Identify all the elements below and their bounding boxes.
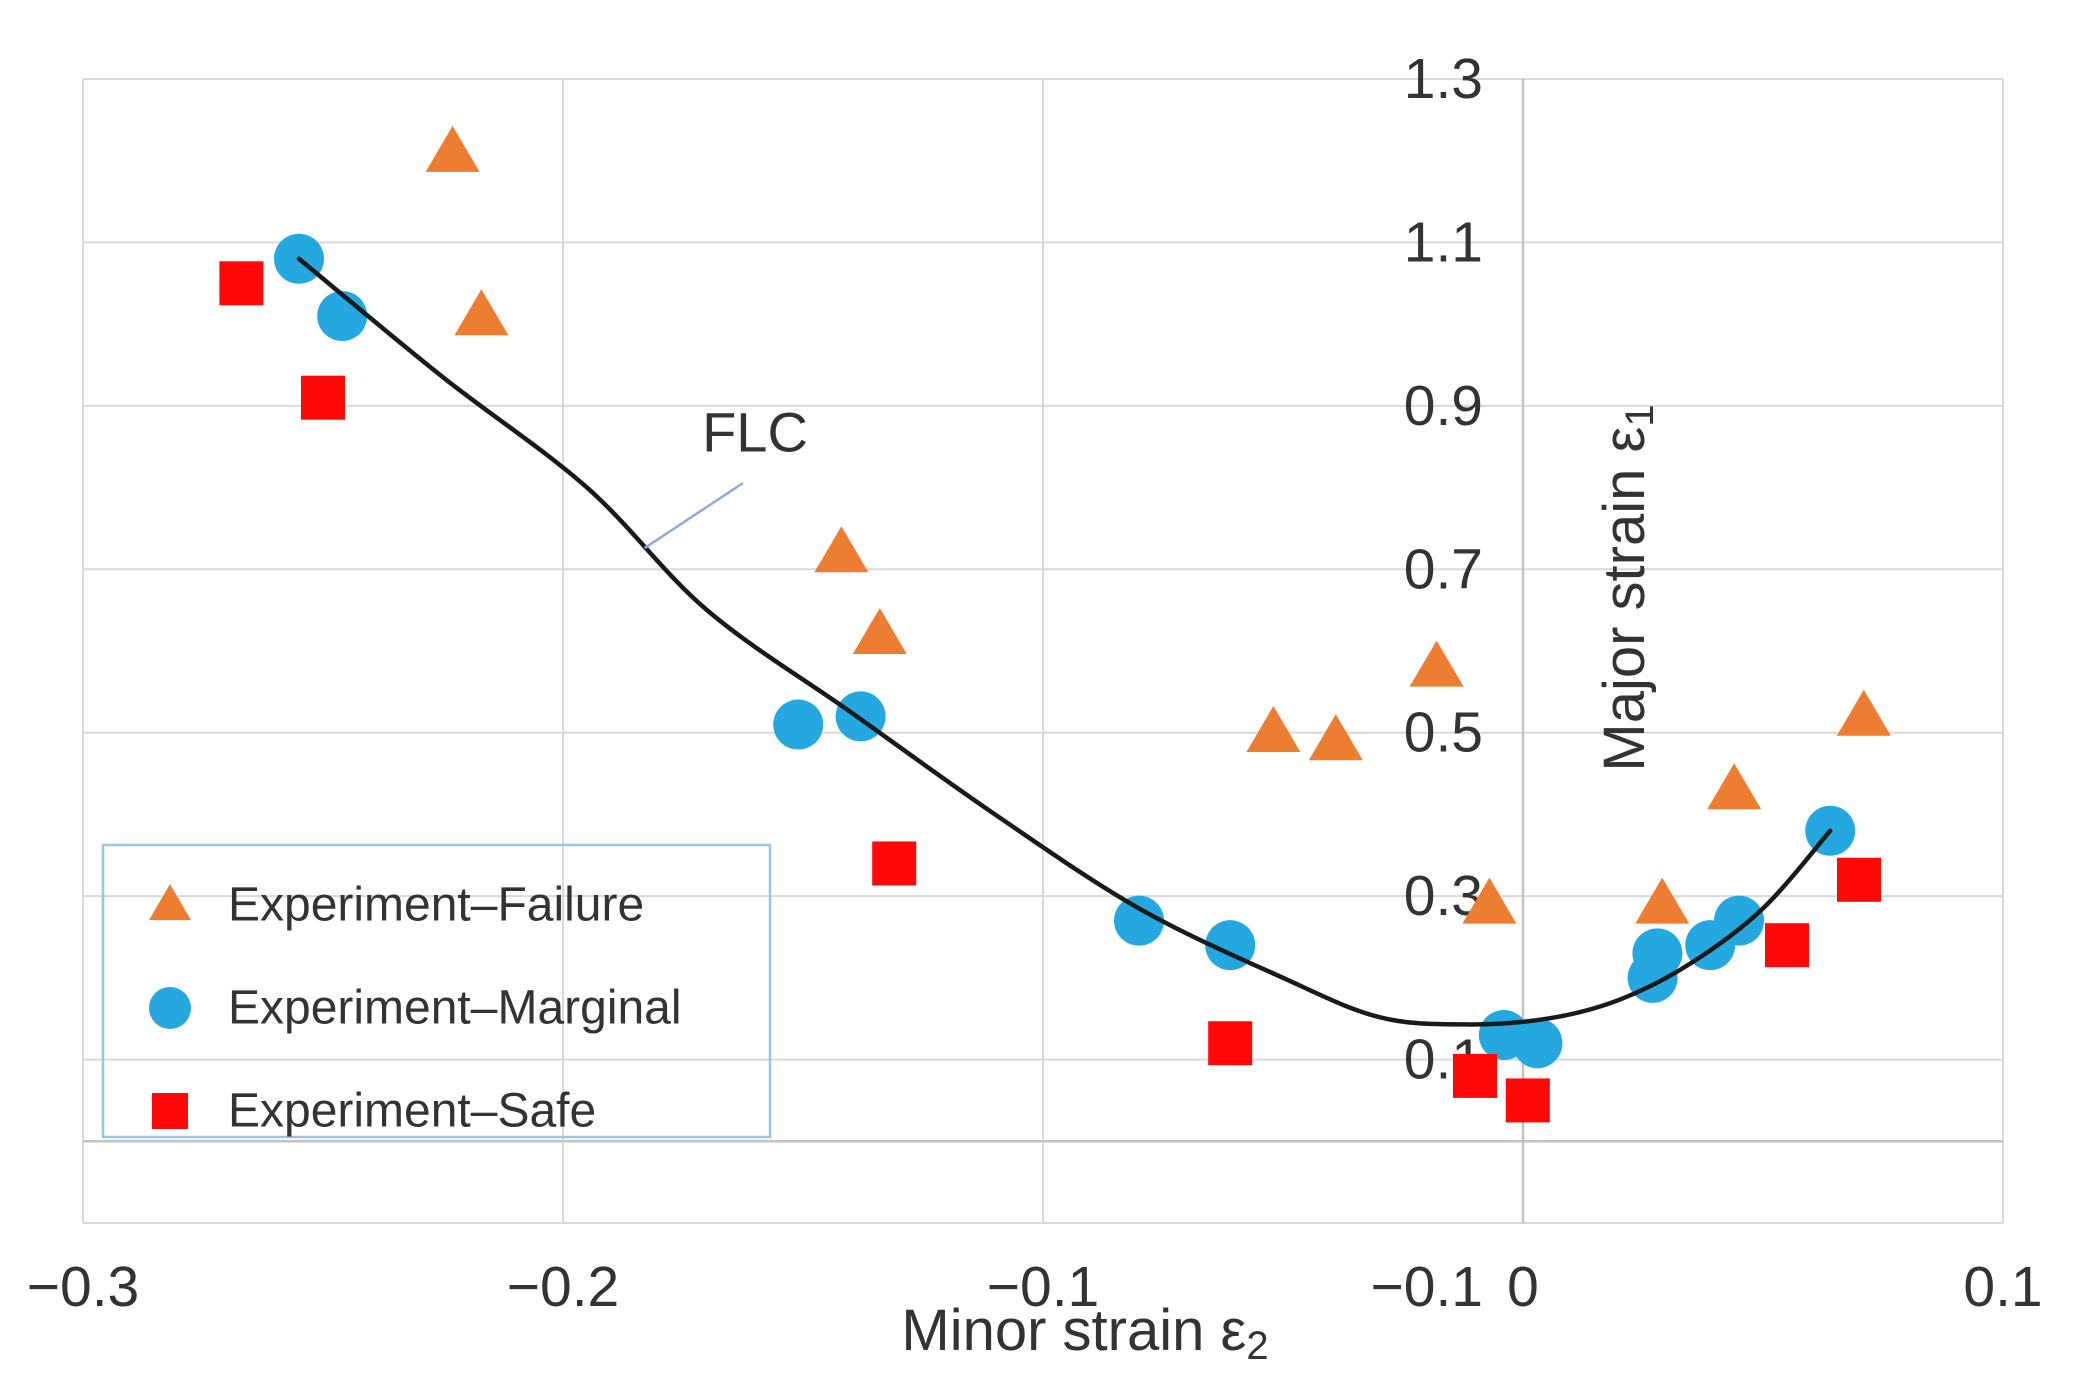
x-tick-label: 0 (1507, 1255, 1539, 1319)
marker-triangle (1308, 714, 1363, 761)
x-axis-title-subscript: 2 (1246, 1324, 1268, 1368)
marker-triangle (454, 289, 509, 336)
marker-square (872, 841, 917, 886)
marker-triangle (1462, 877, 1517, 924)
marker-square (219, 261, 264, 306)
x-tick-label: −0.2 (507, 1255, 620, 1319)
marker-triangle (814, 526, 869, 573)
legend-box (101, 843, 772, 1139)
series-experiment-failure (425, 125, 1891, 924)
marker-triangle (1836, 689, 1891, 736)
marker-square (1505, 1078, 1550, 1123)
y-tick-label: −0.1 (1370, 1255, 1483, 1319)
marker-circle (1714, 895, 1764, 946)
legend-marker-circle (149, 987, 191, 1029)
marker-square (1453, 1053, 1497, 1098)
marker-triangle (425, 125, 480, 172)
marker-square (1765, 923, 1809, 968)
marker-circle (317, 290, 368, 341)
legend-item: Experiment–Failure (149, 879, 644, 932)
legend-item: Experiment–Marginal (149, 982, 682, 1035)
legend: Experiment–Failure Experiment–Marginal Exp… (101, 843, 772, 1139)
gridlines (82, 78, 2004, 1224)
legend-item-label: Experiment–Safe (228, 1085, 596, 1138)
flc-annotation-label: FLC (702, 401, 808, 464)
legend-marker-square (152, 1093, 188, 1129)
y-tick-label: 1.1 (1404, 210, 1483, 274)
marker-triangle (1707, 763, 1762, 810)
y-tick-label: 0.7 (1404, 537, 1483, 601)
y-axis-title: Major strain ε1 (1592, 404, 1663, 771)
x-tick-label: −0.1 (987, 1255, 1100, 1319)
y-tick-label: 0.9 (1404, 374, 1483, 438)
y-tick-label: 0.5 (1404, 701, 1483, 765)
legend-item-label: Experiment–Marginal (228, 982, 682, 1035)
marker-circle (1512, 1018, 1563, 1069)
x-axis-title-main: Minor strain ε (901, 1298, 1246, 1363)
series-experiment-safe (219, 261, 1881, 1123)
marker-square (301, 375, 345, 420)
flc-annotation-leader-line (643, 482, 744, 550)
marker-circle (1114, 895, 1164, 946)
marker-triangle (1246, 706, 1301, 753)
marker-triangle (852, 607, 907, 654)
x-axis-title: Minor strain ε2 (901, 1298, 1268, 1369)
y-tick-label: 1.3 (1404, 47, 1483, 111)
legend-item-label: Experiment–Failure (228, 879, 644, 932)
marker-square (1208, 1021, 1253, 1066)
marker-circle (1632, 928, 1683, 979)
legend-item: Experiment–Safe (152, 1085, 596, 1138)
flc-curve (296, 256, 1833, 1027)
marker-triangle (1409, 640, 1464, 687)
y-axis-title-main: Major strain ε (1592, 427, 1657, 772)
marker-square (1837, 857, 1881, 902)
marker-triangle (1635, 877, 1690, 924)
y-axis-title-subscript: 1 (1618, 404, 1662, 426)
legend-marker-triangle (149, 884, 191, 921)
x-tick-label: 0.1 (1963, 1255, 2042, 1319)
x-tick-label: −0.3 (27, 1255, 140, 1319)
marker-circle (773, 699, 824, 750)
